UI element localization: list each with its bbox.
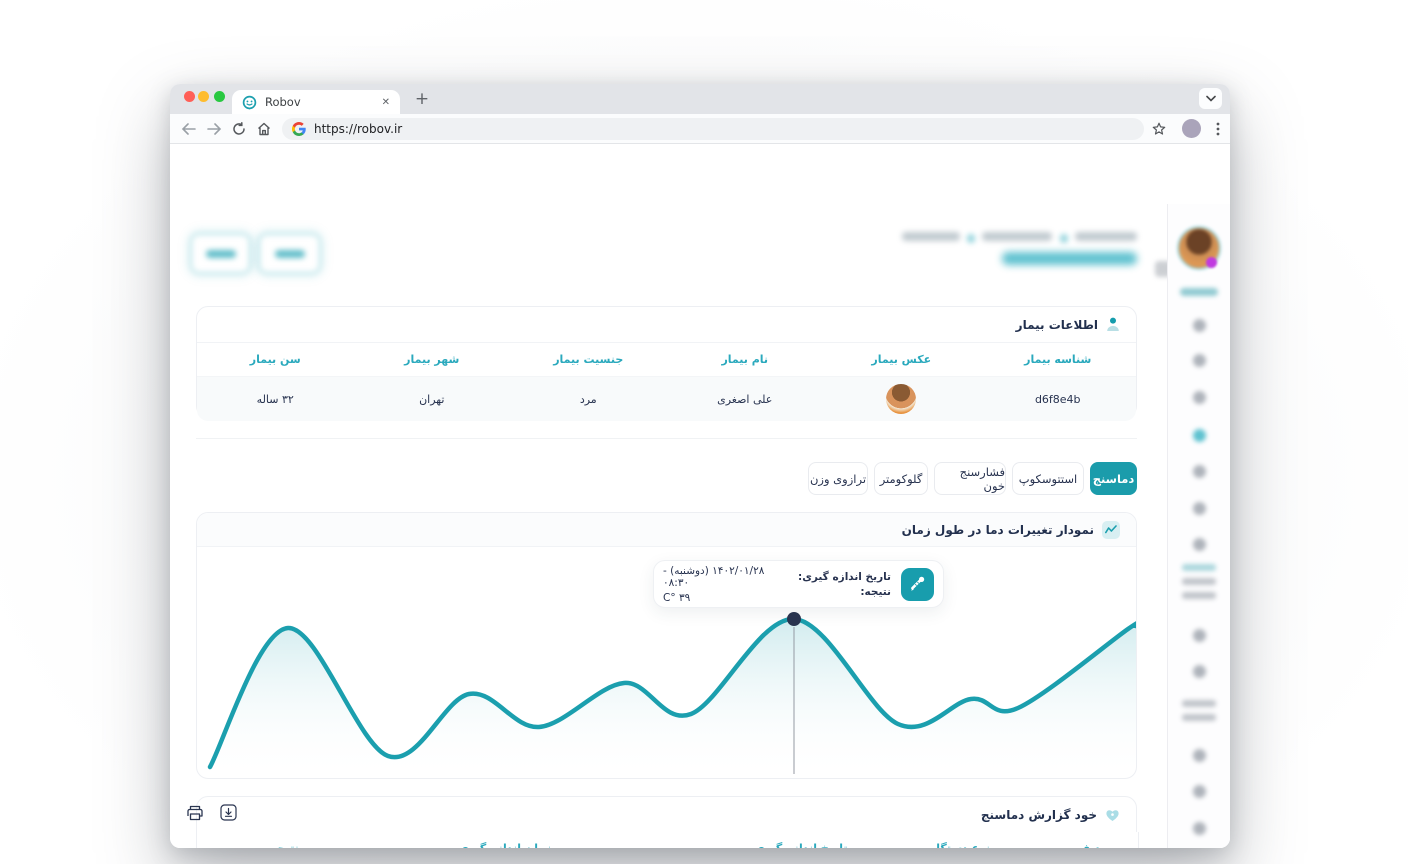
page-title: [1002, 252, 1137, 265]
col-device-type: نوع دستگاه: [865, 842, 1055, 848]
tab-stethoscope[interactable]: استتوسکوپ: [1012, 462, 1084, 495]
blurred-action-button-2[interactable]: [258, 233, 321, 274]
zoom-window-button[interactable]: [214, 91, 225, 102]
browser-menu-icon[interactable]: [1208, 119, 1228, 139]
tooltip-date-label: تاریخ اندازه گیری:: [798, 570, 891, 583]
close-window-button[interactable]: [184, 91, 195, 102]
blurred-sidebar-icon[interactable]: [1193, 319, 1206, 332]
chart-plot-area[interactable]: تاریخ اندازه گیری: نتیجه: ۱۴۰۲/۰۱/۲۸ (دو…: [197, 546, 1136, 779]
chart-title: نمودار تغییرات دما در طول زمان: [901, 522, 1094, 537]
section-divider: [196, 438, 1137, 439]
heart-icon: [1105, 808, 1120, 822]
blurred-sidebar-icon[interactable]: [1193, 822, 1206, 835]
patient-name-value: علی اصغری: [717, 392, 773, 406]
tab-search-button[interactable]: [1199, 88, 1222, 109]
patient-gender-value: مرد: [579, 392, 597, 406]
bookmark-star-icon[interactable]: [1149, 119, 1169, 139]
tab-title: Robov: [265, 95, 301, 109]
col-patient-id: شناسه بیمار: [1024, 353, 1092, 366]
patient-info-title: اطلاعات بیمار: [1015, 317, 1098, 332]
minimize-window-button[interactable]: [198, 91, 209, 102]
blurred-sidebar-icon[interactable]: [1193, 391, 1206, 404]
user-name-blurred: [1180, 288, 1218, 296]
patient-info-card: اطلاعات بیمار شناسه بیمار عکس بیمار نام …: [196, 306, 1137, 421]
patient-table-header: شناسه بیمار عکس بیمار نام بیمار جنسیت بی…: [197, 343, 1136, 377]
browser-toolbar: https://robov.ir: [170, 114, 1230, 144]
address-bar[interactable]: https://robov.ir: [282, 118, 1144, 140]
thermometer-icon: [901, 567, 934, 601]
back-button[interactable]: [178, 119, 198, 139]
self-report-title: خود گزارش دماسنج: [980, 808, 1097, 822]
blurred-sidebar-text: [1182, 592, 1216, 599]
download-button[interactable]: [220, 804, 237, 821]
blurred-sidebar-icon[interactable]: [1193, 785, 1206, 798]
blurred-sidebar-icon[interactable]: [1193, 465, 1206, 478]
col-patient-photo: عکس بیمار: [871, 353, 932, 366]
tooltip-result-value: ۳۹ °C: [663, 591, 691, 604]
report-table-header: ردیف نوع دستگاه تاریخ اندازه گیری زمان ا…: [196, 832, 1139, 848]
blurred-sidebar-icon[interactable]: [1193, 502, 1206, 515]
tab-weight-scale[interactable]: ترازوی وزن: [808, 462, 868, 495]
home-button[interactable]: [254, 119, 274, 139]
blurred-sidebar-icon[interactable]: [1193, 538, 1206, 551]
forward-button[interactable]: [204, 119, 224, 139]
url-text[interactable]: https://robov.ir: [314, 122, 403, 136]
blurred-action-button-1[interactable]: [190, 233, 251, 274]
blurred-sidebar-icon[interactable]: [1193, 354, 1206, 367]
line-chart-icon: [1102, 520, 1120, 539]
print-button[interactable]: [186, 805, 204, 821]
tab-blood-pressure[interactable]: فشارسنج خون: [934, 462, 1006, 495]
chart-tooltip: تاریخ اندازه گیری: نتیجه: ۱۴۰۲/۰۱/۲۸ (دو…: [653, 560, 944, 608]
col-measure-time: زمان اندازه گیری: [410, 842, 600, 848]
blurred-sidebar-icon[interactable]: [1193, 629, 1206, 642]
browser-profile-avatar[interactable]: [1182, 119, 1201, 138]
blurred-sidebar-icon[interactable]: [1193, 749, 1206, 762]
tooltip-date-value: ۱۴۰۲/۰۱/۲۸ (دوشنبه) - ۰۸:۳۰: [663, 564, 765, 589]
col-measure-date: تاریخ اندازه گیری: [706, 842, 896, 848]
patient-city-value: تهران: [419, 392, 445, 406]
tab-glucometer[interactable]: گلوکومتر: [874, 462, 928, 495]
page-content: اطلاعات بیمار شناسه بیمار عکس بیمار نام …: [170, 144, 1230, 848]
blurred-sidebar-icon-active[interactable]: [1193, 429, 1206, 442]
person-icon: [1106, 317, 1120, 332]
col-patient-age: سن بیمار: [249, 353, 301, 366]
google-icon: [292, 122, 306, 136]
tab-thermometer[interactable]: دماسنج: [1090, 462, 1137, 495]
patient-avatar: [886, 384, 917, 414]
col-result: نتیجه: [190, 842, 380, 848]
temperature-chart-card: نمودار تغییرات دما در طول زمان: [196, 512, 1137, 779]
chart-area-fill: [210, 618, 1136, 779]
patient-age-value: ۳۲ ساله: [256, 392, 294, 406]
col-patient-name: نام بیمار: [721, 353, 769, 366]
browser-tab[interactable]: Robov ✕: [232, 90, 400, 114]
patient-photo-cell: [823, 384, 980, 414]
chevron-down-icon: [1205, 95, 1216, 102]
blurred-sidebar-text: [1182, 714, 1216, 721]
chart-line: [207, 616, 1136, 770]
blurred-sidebar-text: [1182, 578, 1216, 585]
robov-favicon-icon: [242, 95, 257, 110]
patient-id-value: d6f8e4b: [1034, 392, 1081, 406]
patient-table-row: d6f8e4b علی اصغری مرد تهران ۳۲ ساله: [197, 377, 1136, 421]
chart-marker-dot[interactable]: [787, 612, 801, 626]
col-row-number: ردیف: [997, 842, 1187, 848]
tooltip-result-label: نتیجه:: [860, 585, 891, 598]
new-tab-button[interactable]: +: [414, 89, 430, 109]
col-patient-city: شهر بیمار: [404, 353, 460, 366]
blurred-sidebar-text: [1182, 564, 1216, 571]
col-patient-gender: جنسیت بیمار: [553, 353, 624, 366]
close-tab-icon[interactable]: ✕: [381, 96, 390, 108]
blurred-sidebar-text: [1182, 700, 1216, 707]
browser-window: Robov ✕ +: [170, 84, 1230, 848]
browser-tab-bar: Robov ✕ +: [170, 84, 1230, 114]
reload-button[interactable]: [229, 119, 249, 139]
right-sidebar: [1167, 204, 1230, 848]
avatar-status-badge: [1206, 257, 1217, 268]
blurred-sidebar-icon[interactable]: [1193, 665, 1206, 678]
